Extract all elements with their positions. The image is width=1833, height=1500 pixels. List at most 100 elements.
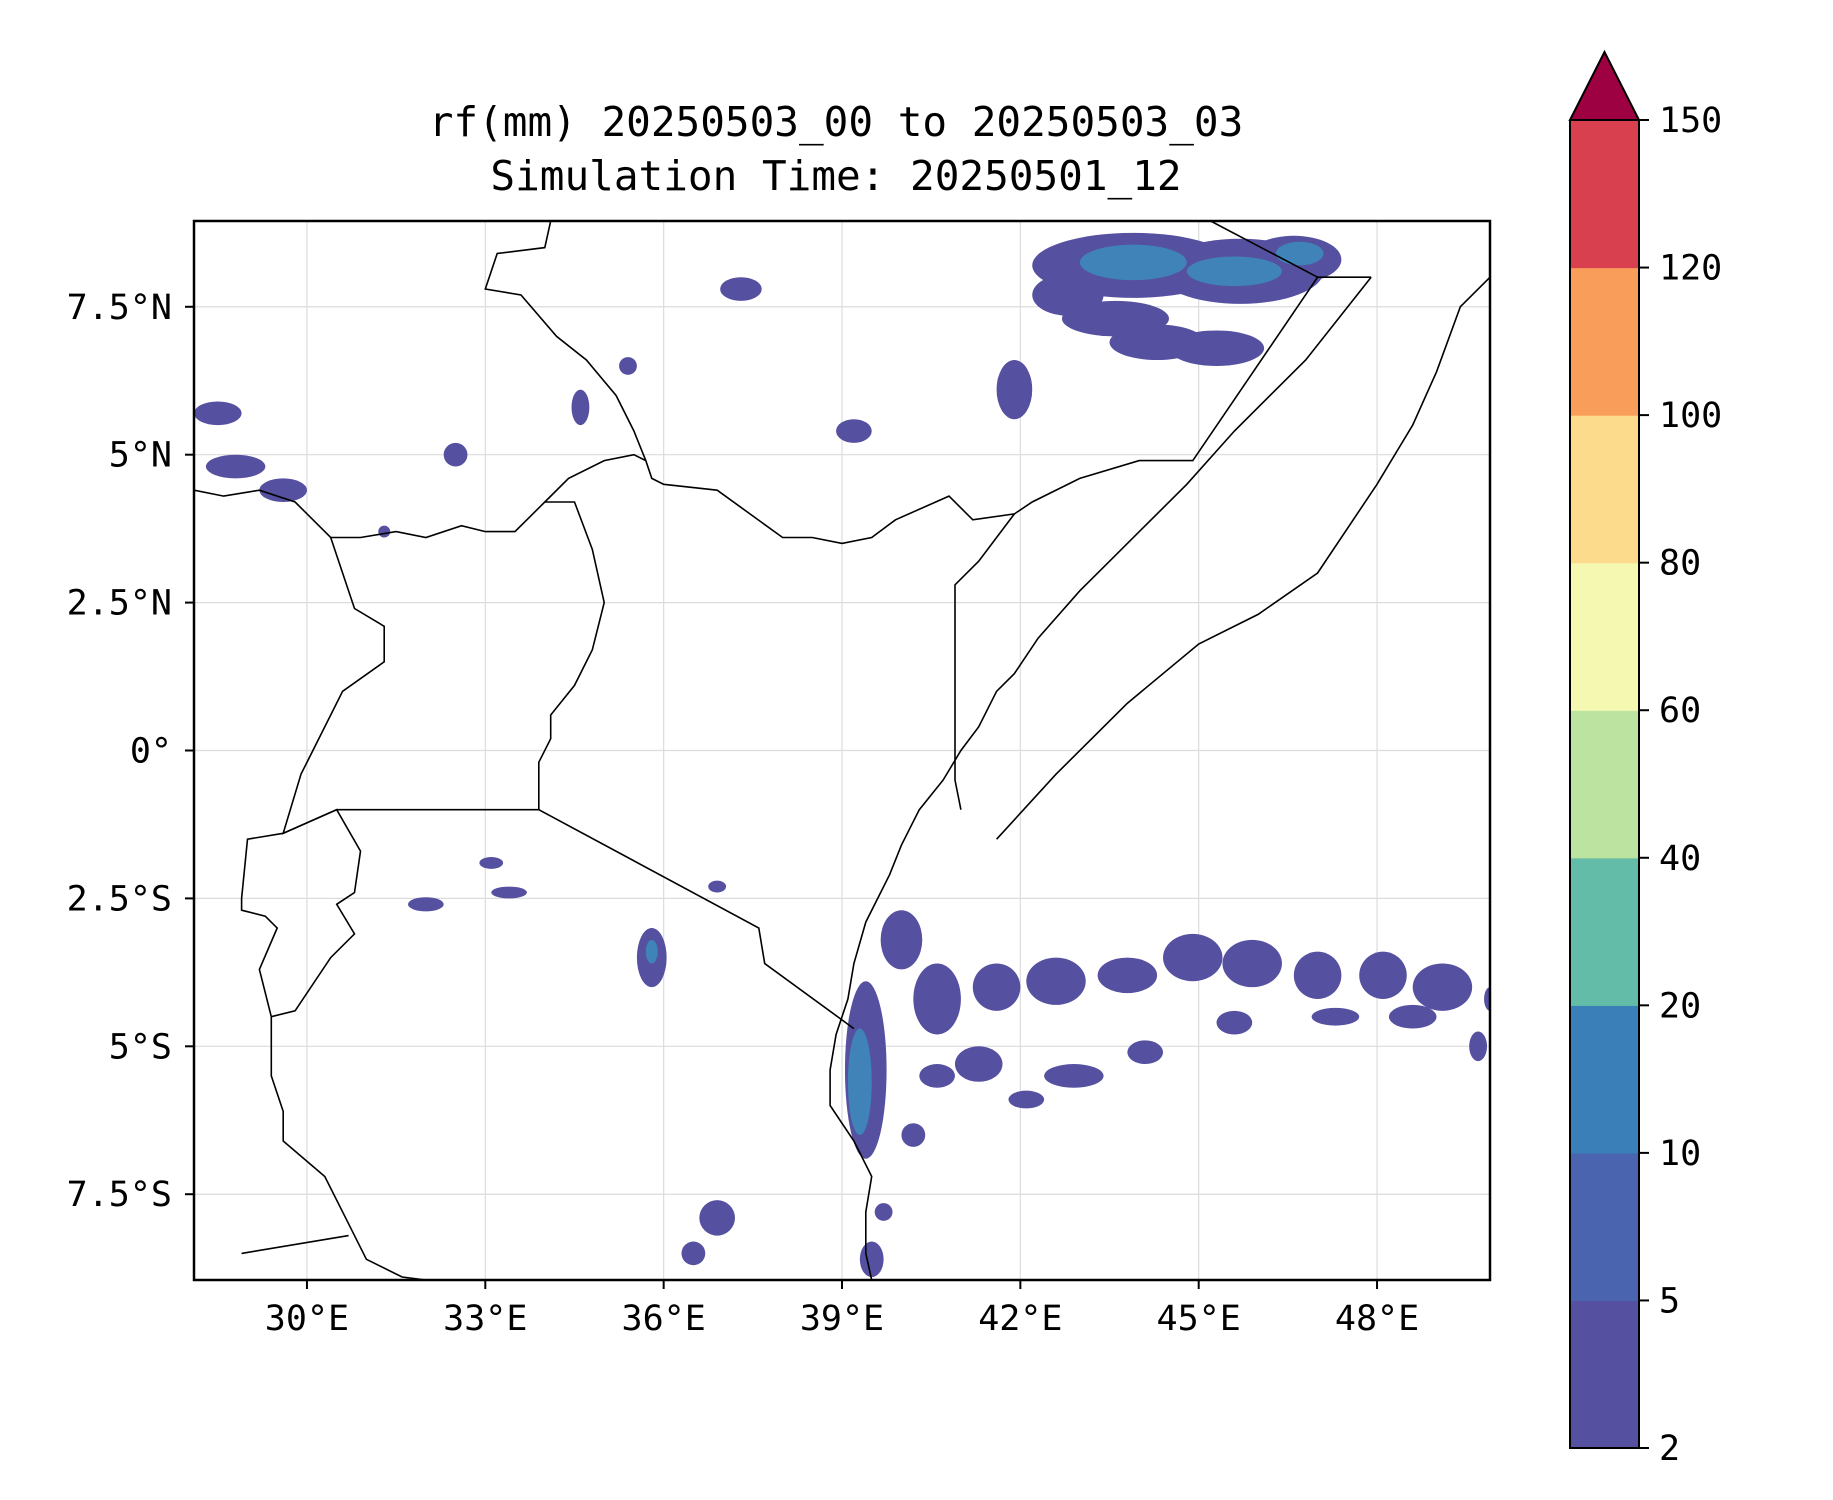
rain-cell [1168,330,1265,366]
border-line [538,501,606,810]
colorbar-tick-label: 80 [1659,544,1701,584]
rain-cell [194,401,242,426]
border-line [829,276,1372,1280]
lat-tick-label: 7.5°S [67,1175,172,1215]
colorbar-tick-label: 2 [1659,1429,1680,1469]
colorbar-outline [1569,120,1640,1449]
rain-cell [913,963,961,1035]
colorbar-segment [1570,562,1639,711]
rain-cell-heavy [847,1028,872,1136]
rain-cell [1484,987,1490,1011]
border-line [271,808,362,1018]
rain-cell [681,1241,706,1266]
rain-cell [859,1241,884,1278]
rain-cell [491,886,527,899]
rain-cell [836,419,872,443]
rain-cell [1008,1090,1045,1109]
lon-tick-label: 33°E [443,1299,527,1339]
rain-cell-heavy [1186,256,1282,287]
colorbar-segment [1570,415,1639,564]
rain-cell [1412,963,1473,1011]
lat-tick-label: 2.5°S [67,879,172,919]
rain-cell [1311,1007,1360,1026]
colorbar-segment [1570,1152,1639,1302]
rain-cell [901,1123,926,1147]
rain-cell [1216,1010,1253,1035]
colorbar-tick-label: 20 [1659,986,1701,1026]
rain-cell [1388,1004,1437,1029]
country-borders [194,221,1490,1280]
rain-cell [205,454,266,479]
lat-tick-label: 5°S [109,1027,172,1067]
rain-cell [259,478,307,503]
colorbar-segment [1570,1300,1639,1449]
rain-cell [1163,933,1223,982]
rain-cell-heavy [645,939,658,964]
border-line [194,276,1372,545]
rain-cell [708,880,727,893]
colorbar-segment [1570,120,1639,269]
rain-cell [880,910,923,970]
rain-cell [479,856,504,869]
rain-cell [972,963,1021,1011]
colorbar-tick-label: 120 [1659,249,1722,289]
lat-tick-label: 2.5°N [67,584,172,624]
lon-tick-label: 39°E [800,1299,884,1339]
border-line [954,513,1016,810]
lon-tick-label: 42°E [978,1299,1062,1339]
map-axes: 30°E 33°E 36°E 39°E 42°E 45°E 48°E 7.5°N 5°N 2.5… [67,219,1492,1339]
rain-cell-heavy [1275,241,1324,266]
rain-cell [874,1203,893,1221]
rain-cell [1293,951,1342,999]
colorbar-tick-label: 150 [1659,101,1722,141]
lon-tick-label: 45°E [1157,1299,1241,1339]
rain-cell [699,1200,735,1236]
rainfall-contours [194,232,1490,1278]
rain-cell [378,525,391,538]
border-line [1210,221,1318,278]
colorbar-segment [1570,1005,1639,1154]
lon-tick-label: 30°E [265,1299,349,1339]
plot-title-line2: Simulation Time: 20250501_12 [490,152,1181,200]
rain-cell [954,1046,1003,1082]
rain-cell [408,897,444,912]
colorbar: 2 5 10 20 40 60 80 100 120 150 [1568,49,1722,1469]
colorbar-segment [1570,857,1639,1006]
rain-cell [1222,939,1282,988]
rain-cell-heavy [1079,244,1187,281]
colorbar-segment [1570,710,1639,859]
border-line [484,221,647,461]
colorbar-tick-label: 40 [1659,839,1701,879]
lat-tick-label: 7.5°N [67,288,172,328]
rain-cell [571,389,590,426]
border-line [240,832,427,1280]
rain-cell [720,277,762,301]
border-line [538,808,855,1030]
rain-cell [919,1064,955,1088]
colorbar-tick-label: 10 [1659,1134,1701,1174]
lon-tick-label: 36°E [622,1299,706,1339]
colorbar-tick-label: 60 [1659,691,1701,731]
border-line [241,1234,349,1255]
rain-cell [1044,1064,1104,1088]
colorbar-tick-label: 5 [1659,1281,1680,1321]
lon-tick-label: 48°E [1335,1299,1419,1339]
latitude-ticks: 7.5°N 5°N 2.5°N 0° 2.5°S 5°S 7.5°S [67,288,194,1215]
rain-cell [1097,957,1158,994]
rain-cell [1026,957,1086,1005]
border-line [996,276,1490,840]
rain-cell [1127,1040,1164,1065]
colorbar-tick-label: 100 [1659,396,1722,436]
rain-cell [1469,1031,1488,1062]
plot-title-line1: rf(mm) 20250503_00 to 20250503_03 [429,98,1244,146]
rain-cell [1359,951,1407,999]
lat-tick-label: 0° [130,732,172,772]
rain-cell [996,360,1033,420]
rain-cell [619,357,637,375]
lat-tick-label: 5°N [109,436,172,476]
rain-cell [443,442,468,467]
colorbar-extend-arrow [1568,49,1641,121]
longitude-ticks: 30°E 33°E 36°E 39°E 42°E 45°E 48°E [265,1280,1419,1339]
colorbar-segment [1570,267,1639,416]
